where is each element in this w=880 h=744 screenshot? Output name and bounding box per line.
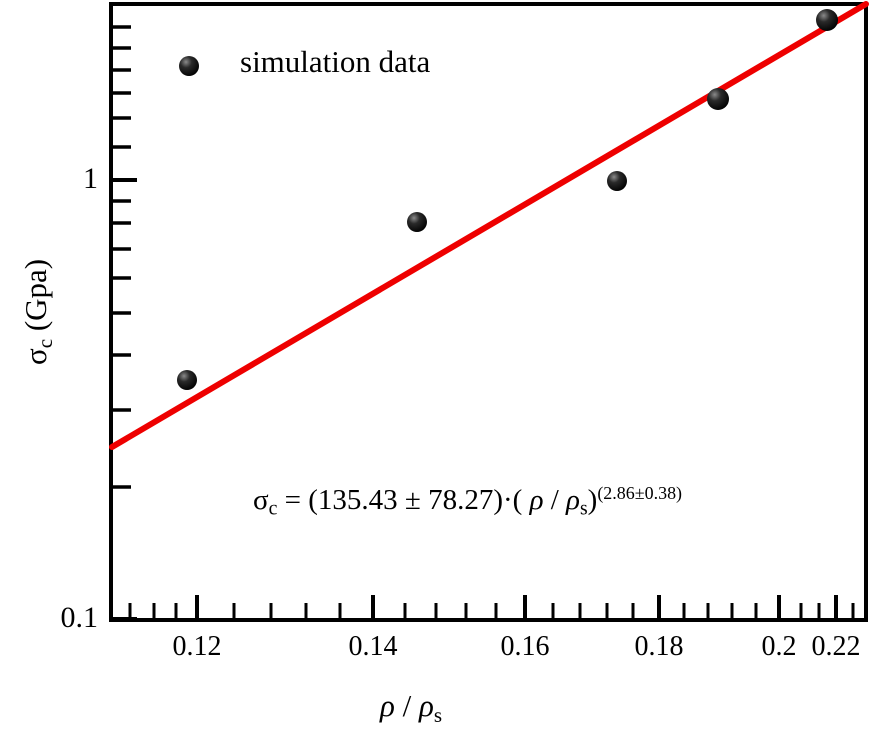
eq-slash: / (543, 483, 567, 516)
data-points (177, 9, 838, 390)
data-point (407, 212, 427, 232)
legend-entry-label: simulation data (240, 44, 431, 79)
eq-sigma-sub: c (268, 497, 278, 520)
y-axis-ticks (111, 25, 137, 621)
x-axis-rho: ρ (380, 688, 395, 723)
y-tick-label-0.1: 0.1 (60, 601, 99, 634)
x-tick-label-0.22: 0.22 (811, 631, 861, 662)
x-axis-rho-s: ρ (419, 688, 434, 723)
data-point (177, 370, 197, 390)
plot-frame (109, 2, 868, 622)
y-axis-title: σc (Gpa) (18, 222, 58, 402)
eq-rho: ρ (529, 483, 544, 516)
x-tick-label-0.14: 0.14 (348, 631, 398, 662)
x-tick-label-0.16: 0.16 (500, 631, 550, 662)
x-tick-label-0.24: 0.24 (866, 631, 880, 663)
eq-rho-s: ρ (566, 483, 580, 516)
y-axis-sigma: σ (18, 348, 54, 366)
eq-rho-sub: s (579, 497, 588, 520)
x-tick-label-0.18: 0.18 (634, 631, 684, 662)
eq-close: ) (587, 483, 598, 516)
x-axis-rho-sub: s (433, 702, 443, 727)
x-axis-title: ρ / ρs (380, 688, 442, 728)
equation-annotation: σc = (135.43 ± 78.27)·( ρ / ρs)(2.86±0.3… (253, 483, 682, 520)
eq-prefactor: 135.43 ± 78.27 (317, 483, 494, 516)
data-point (816, 9, 838, 31)
data-point (707, 88, 729, 110)
y-tick-label-1: 1 (83, 162, 98, 195)
x-tick-label-0.12: 0.12 (172, 631, 222, 662)
y-axis-unit: (Gpa) (18, 258, 54, 339)
eq-sigma: σ (253, 483, 269, 516)
data-point (607, 171, 627, 191)
x-tick-label-0.2: 0.2 (761, 631, 797, 662)
eq-exponent: (2.86±0.38) (597, 483, 683, 503)
legend-marker (179, 56, 199, 76)
eq-mid: )·( (493, 483, 530, 516)
x-axis-slash: / (394, 688, 420, 723)
x-axis-ticks (128, 595, 855, 620)
fit-line (109, 1, 869, 450)
eq-equals: = ( (277, 483, 318, 516)
y-axis-sigma-sub: c (32, 338, 57, 349)
